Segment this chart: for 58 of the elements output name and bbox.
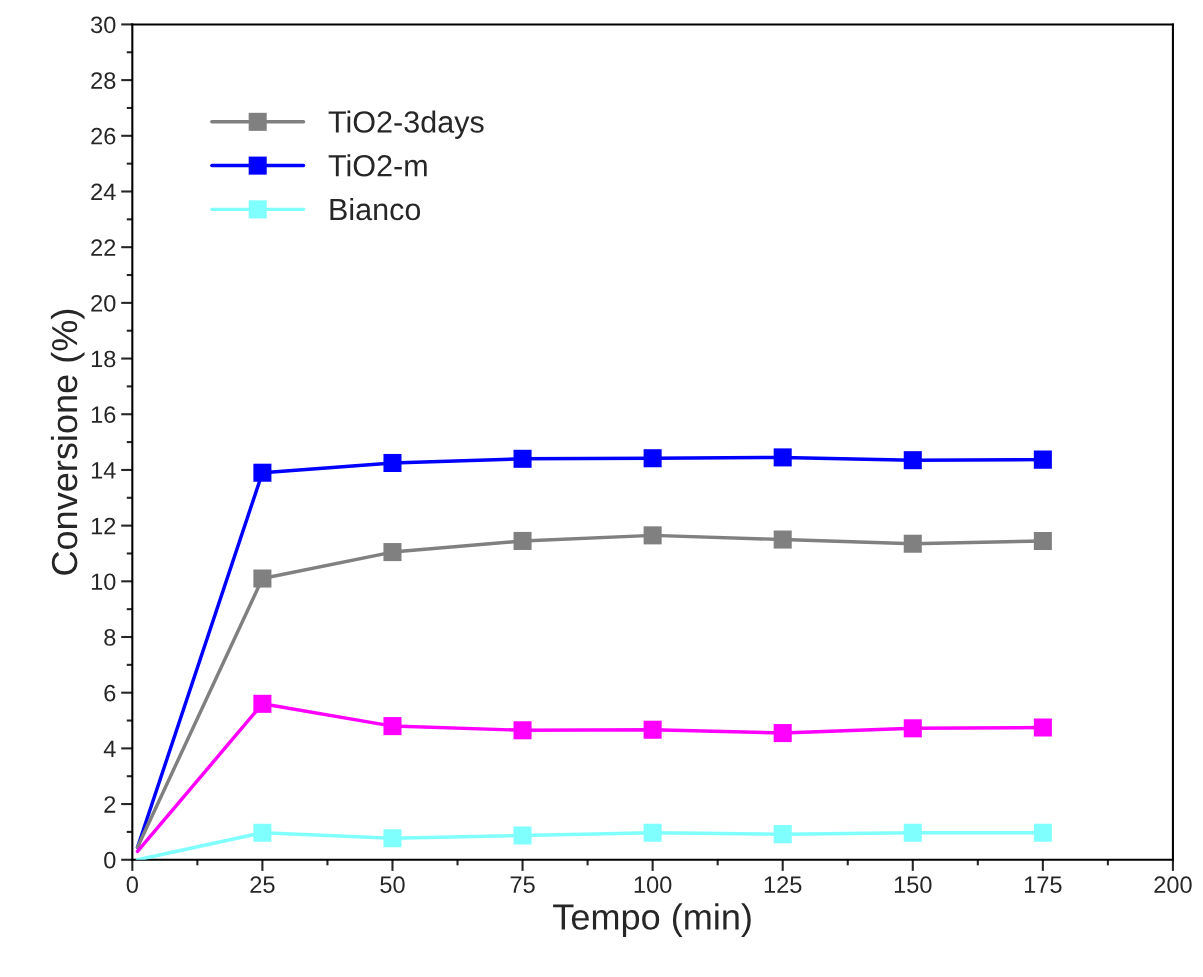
y-tick-label: 24 [91,183,116,201]
point [773,825,792,844]
point [773,530,792,549]
point [253,823,272,842]
y-axis-title: Conversione (%) [50,309,85,575]
point [383,453,402,472]
point [903,534,922,553]
point [903,451,922,470]
y-tick-label: 28 [91,72,116,89]
point [513,826,532,845]
point [253,694,272,713]
x-tick-label: 150 [894,876,932,894]
point [1033,718,1052,737]
x-tick-label: 200 [1154,876,1192,894]
point [903,823,922,842]
x-tick-label: 125 [764,876,802,894]
legend-label: TiO2-m [328,154,427,177]
y-tick-label: 0 [104,851,116,869]
point [513,721,532,740]
point [643,449,662,468]
x-tick-label: 75 [510,876,535,894]
x-tick-label: 175 [1024,876,1062,894]
legend-label: TiO2-3days [328,110,484,139]
point [1033,450,1052,469]
y-tick-label: 22 [91,239,116,256]
y-tick-label: 12 [91,517,116,535]
y-tick-label: 6 [104,684,116,702]
point [773,724,792,743]
point [513,449,532,468]
point [1033,823,1052,842]
y-tick-label: 16 [91,406,116,424]
point [643,720,662,739]
y-tick-label: 8 [104,629,116,646]
point [643,823,662,842]
point [253,463,272,482]
point [253,569,272,588]
point [773,448,792,467]
x-tick-label: 50 [380,876,405,894]
y-tick-label: 30 [91,16,116,34]
point [903,719,922,738]
y-tick-label: 14 [91,462,116,479]
point [383,717,402,736]
y-tick-label: 4 [103,740,116,757]
x-tick-label: 0 [126,876,138,894]
point [513,531,532,550]
point [1033,531,1052,550]
point [383,829,402,848]
point [383,543,402,562]
y-tick-label: 18 [91,350,116,368]
y-tick-label: 26 [91,127,116,145]
legend-label: Bianco [330,197,421,221]
x-tick-label: 25 [250,876,275,894]
point [643,526,662,545]
x-axis-title: Tempo (min) [553,903,751,937]
y-tick-label: 20 [91,294,116,312]
x-tick-label: 100 [634,876,672,894]
y-tick-label: 2 [104,796,116,813]
y-tick-label: 10 [91,573,116,591]
